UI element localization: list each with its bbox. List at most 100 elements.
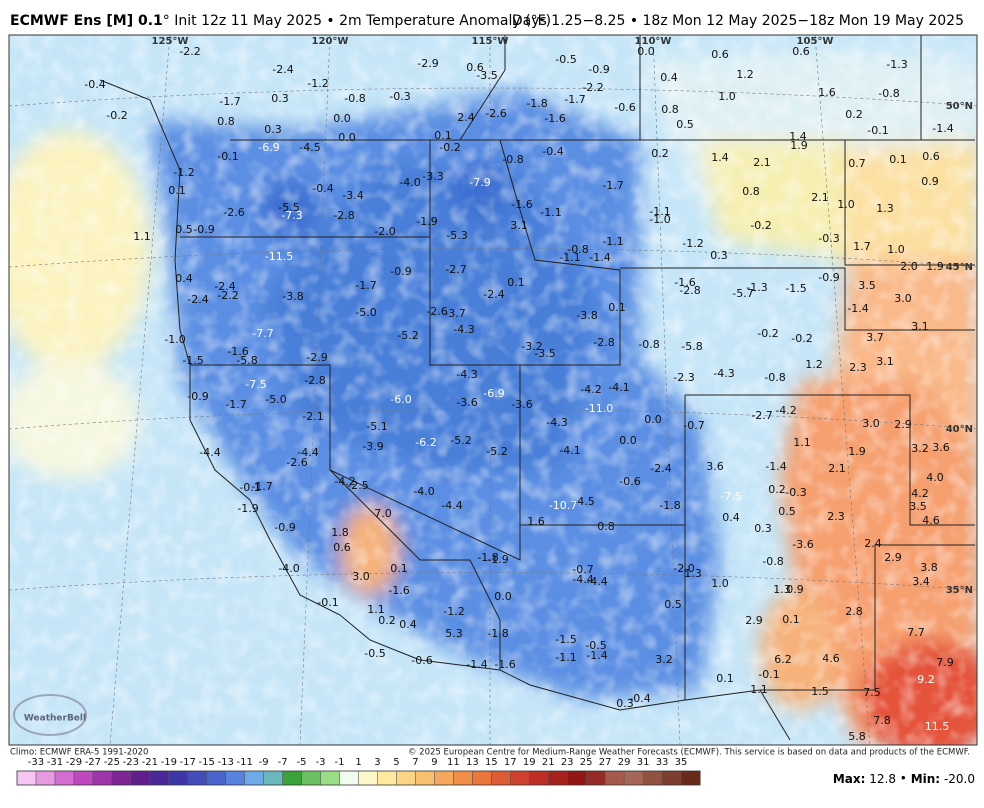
anomaly-value: 0.6 xyxy=(466,61,484,74)
anomaly-value: -0.5 xyxy=(555,53,576,66)
anomaly-value: 0.5 xyxy=(664,598,682,611)
longitude-label: 115°W xyxy=(472,36,509,47)
anomaly-value: -4.3 xyxy=(713,367,734,380)
anomaly-value: -2.4 xyxy=(214,280,235,293)
borders xyxy=(99,35,975,741)
anomaly-value: 0.6 xyxy=(922,150,940,163)
anomaly-value: -1.4 xyxy=(932,122,953,135)
anomaly-value: 3.5 xyxy=(909,500,927,513)
anomaly-value: -2.0 xyxy=(374,225,395,238)
anomaly-value: 1.4 xyxy=(711,151,729,164)
anomaly-value: 1.9 xyxy=(926,260,944,273)
anomaly-value: -2.7 xyxy=(751,409,772,422)
anomaly-value: -0.9 xyxy=(193,223,214,236)
colorbar-tick-label: 5 xyxy=(393,757,399,768)
anomaly-value: 7.8 xyxy=(873,714,891,727)
anomaly-value: 7.5 xyxy=(863,686,881,699)
anomaly-value: -1.7 xyxy=(602,179,623,192)
anomaly-value: -0.6 xyxy=(411,654,432,667)
anomaly-value: -5.2 xyxy=(397,329,418,342)
anomaly-value: -0.1 xyxy=(867,124,888,137)
colorbar-swatch xyxy=(149,771,170,785)
colorbar-swatch xyxy=(168,771,189,785)
anomaly-value: -1.8 xyxy=(477,551,498,564)
longitude-label: 120°W xyxy=(312,36,349,47)
anomaly-value: 0.5 xyxy=(175,223,193,236)
anomaly-value: -1.7 xyxy=(564,93,585,106)
anomaly-value: -0.4 xyxy=(629,692,650,705)
colorbar-swatch xyxy=(453,771,473,785)
max-label: Max: xyxy=(833,772,866,786)
graticule xyxy=(9,35,977,745)
anomaly-value: -0.1 xyxy=(758,668,779,681)
anomaly-value: 0.8 xyxy=(661,103,679,116)
anomaly-value: 0.1 xyxy=(507,276,525,289)
anomaly-value: 11.5 xyxy=(925,720,950,733)
colorbar-swatch xyxy=(624,771,644,785)
header-title: ECMWF Ens [M] 0.1° Init 12z 11 May 2025 … xyxy=(10,13,551,29)
anomaly-value: 0.4 xyxy=(722,511,740,524)
anomaly-value: -0.1 xyxy=(217,150,238,163)
anomaly-value: -2.4 xyxy=(650,462,671,475)
colorbar-swatch xyxy=(17,771,37,785)
colorbar-swatch xyxy=(491,771,511,785)
anomaly-value: -1.8 xyxy=(659,499,680,512)
anomaly-value: -4.4 xyxy=(586,575,607,588)
colorbar-tick-label: 9 xyxy=(431,757,437,768)
anomaly-value: -2.7 xyxy=(445,263,466,276)
colorbar-tick-label: -1 xyxy=(335,757,345,768)
anomaly-value: 1.0 xyxy=(887,243,905,256)
max-min: Max: 12.8 • Min: -20.0 xyxy=(833,772,975,786)
anomaly-value: 0.0 xyxy=(333,112,351,125)
anomaly-value: -3.4 xyxy=(342,189,363,202)
anomaly-value: -0.9 xyxy=(274,521,295,534)
anomaly-value: -4.1 xyxy=(608,381,629,394)
min-label: Min: xyxy=(911,772,940,786)
anomaly-value: 0.1 xyxy=(434,129,452,142)
anomaly-value: 2.0 xyxy=(900,260,918,273)
colorbar-tick-label: -5 xyxy=(297,757,307,768)
colorbar-tick-label: 27 xyxy=(599,757,612,768)
anomaly-value: 0.8 xyxy=(597,520,615,533)
anomaly-value: -4.0 xyxy=(399,176,420,189)
anomaly-value: -6.9 xyxy=(258,141,279,154)
colorbar-swatch xyxy=(605,771,625,785)
anomaly-value: 1.1 xyxy=(367,603,385,616)
anomaly-value: -2.4 xyxy=(483,288,504,301)
colorbar-tick-label: 33 xyxy=(656,757,669,768)
anomaly-value: -1.7 xyxy=(219,95,240,108)
title-model: ECMWF Ens [M] 0.1 xyxy=(10,13,163,29)
colorbar-tick-label: 21 xyxy=(542,757,555,768)
anomaly-value: 0.9 xyxy=(921,175,939,188)
colorbar-swatch xyxy=(187,771,208,785)
anomaly-value: -2.4 xyxy=(272,63,293,76)
colorbar-tick-label: 15 xyxy=(485,757,498,768)
anomaly-value: 3.8 xyxy=(920,561,938,574)
anomaly-value: 0.1 xyxy=(889,153,907,166)
map-field xyxy=(9,35,977,745)
colorbar-swatch xyxy=(54,771,75,785)
anomaly-value: 2.9 xyxy=(894,418,912,431)
longitude-label: 110°W xyxy=(635,36,672,47)
anomaly-value: 3.2 xyxy=(911,442,929,455)
anomaly-value: -1.5 xyxy=(555,633,576,646)
anomaly-value: -2.4 xyxy=(187,293,208,306)
colorbar-swatch xyxy=(263,771,284,785)
anomaly-value: -1.8 xyxy=(526,97,547,110)
anomaly-value: -2.2 xyxy=(179,45,200,58)
anomaly-value: -1.1 xyxy=(602,235,623,248)
colorbar-tick-label: 19 xyxy=(523,757,536,768)
anomaly-value: -1.2 xyxy=(173,166,194,179)
anomaly-value: -11.5 xyxy=(265,250,293,263)
anomaly-value: -5.0 xyxy=(265,393,286,406)
anomaly-value: -0.2 xyxy=(757,327,778,340)
anomaly-value: 1.9 xyxy=(790,139,808,152)
value-labels: -2.2-0.4-2.4-1.2-2.9 0.6-3.5-0.5-0.90.0 0.… xyxy=(84,45,953,743)
anomaly-value: -1.4 xyxy=(466,658,487,671)
colorbar-tick-label: -15 xyxy=(199,757,215,768)
anomaly-value: -2.6 xyxy=(286,456,307,469)
colorbar-swatch xyxy=(643,771,663,785)
anomaly-value: 1.0 xyxy=(718,90,736,103)
anomaly-value: 0.1 xyxy=(716,672,734,685)
colorbar-tick-label: -29 xyxy=(66,757,82,768)
